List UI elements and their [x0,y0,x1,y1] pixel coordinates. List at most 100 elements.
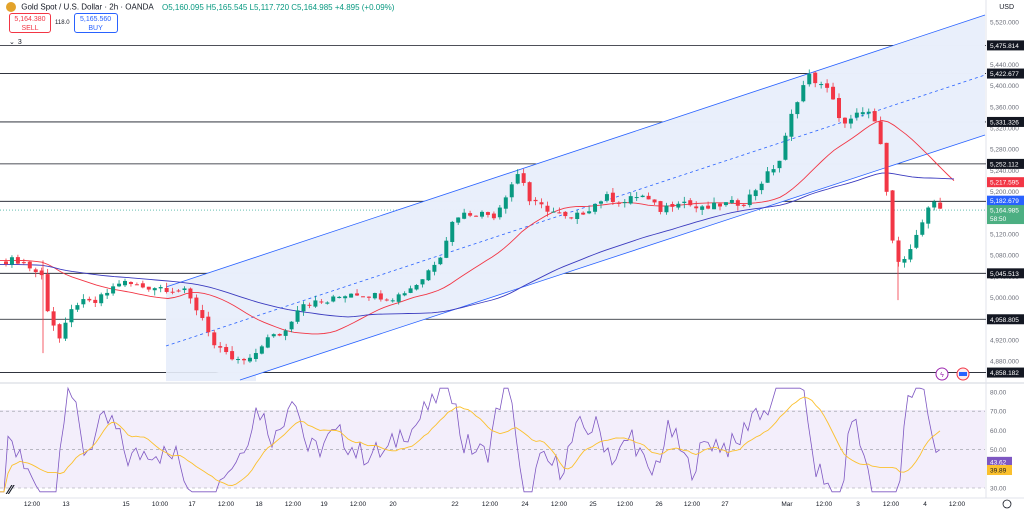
candle-body [87,298,92,301]
last-price-label-bg [987,205,1024,225]
time-tick: 10:00 [152,501,169,508]
candle-body [491,213,496,219]
candle-body [819,84,824,86]
candle-body [795,102,800,115]
candle-body [640,195,645,198]
candle-body [581,212,586,215]
rsi-ma-value-bg [987,465,1012,476]
channel-area [166,15,985,380]
symbol-title[interactable]: Gold Spot / U.S. Dollar · 2h · OANDA [21,2,154,12]
candle-body [682,201,687,203]
time-tick: 12:00 [617,501,634,508]
indicator-count: 3 [17,39,22,46]
rsi-ma-line [0,396,941,493]
candle-body [765,171,770,183]
candle-body [27,261,32,269]
time-tick: 12:00 [684,501,701,508]
time-tick: 12:00 [482,501,499,508]
time-tick: 12:00 [218,501,235,508]
price-tick: 5,200.000 [990,189,1019,196]
time-tick: 12:00 [350,501,367,508]
time-tick: 12:00 [285,501,302,508]
candle-body [230,351,235,360]
candle-body [872,111,877,122]
candle-body [253,353,258,360]
candle-body [700,206,705,210]
candle-body [878,121,883,145]
rsi-tick: 80.00 [990,390,1007,397]
candle-body [75,305,80,310]
indicators-toggle[interactable]: ⌄ 3 [9,38,22,46]
candle-body [444,240,449,258]
candle-body [271,334,276,337]
countdown-label: 58:50 [990,216,1007,223]
time-tick: 3 [856,501,860,508]
lightning-event-icon[interactable] [935,367,949,381]
candle-body [176,290,181,292]
buy-price: 5,165.560 [80,16,112,23]
candle-body [63,322,68,339]
candle-body [848,118,853,124]
candle-body [842,117,847,124]
time-tick: 27 [721,501,729,508]
candle-body [914,234,919,248]
candle-body [361,296,365,298]
candle-body [569,217,574,219]
sell-price: 5,164.380 [14,16,46,23]
candle-body [366,296,371,298]
trade-panel: 5,164.380 SELL 118.0 5,165.560 BUY [9,13,118,33]
candle-body [866,111,871,114]
candle-body [259,346,264,354]
candle-body [753,190,758,197]
level-label: 4,858.182 [990,370,1019,377]
level-label: 4,958.805 [990,317,1019,324]
candle-body [587,211,592,214]
sell-button[interactable]: 5,164.380 SELL [9,13,51,33]
candle-body [128,282,133,285]
candle-body [670,204,675,207]
candle-body [557,212,562,214]
candle-body [741,204,746,206]
candle-body [539,202,544,205]
price-tick: 5,080.000 [990,253,1019,260]
candle-body [926,207,931,224]
candle-body [450,221,455,242]
candle-body [688,200,693,206]
candle-body [628,196,633,204]
candle-body [21,262,26,264]
buy-label: BUY [88,25,103,32]
candle-body [426,270,431,281]
time-tick: 20 [389,501,397,508]
settings-gear-icon[interactable] [1002,499,1012,509]
ma-red-label: 5,217.595 [990,180,1019,187]
time-tick: 12:00 [816,501,833,508]
candle-body [896,240,901,262]
tradingview-logo-icon[interactable]: ⁄⁄ [5,482,15,497]
time-tick: 24 [521,501,529,508]
candle-body [593,203,598,212]
candle-body [729,199,734,203]
candle-body [414,285,419,290]
candle-body [152,288,157,291]
symbol-legend: Gold Spot / U.S. Dollar · 2h · OANDA O5,… [6,2,394,12]
candle-body [15,257,20,264]
buy-button[interactable]: 5,165.560 BUY [73,13,118,33]
candle-body [111,286,116,294]
candle-body [218,346,223,348]
candle-body [468,213,473,216]
moving-average-red-line [0,120,955,335]
candle-body [9,257,14,265]
candle-body [706,205,711,209]
candle-body [355,293,360,296]
price-tick: 5,000.000 [990,295,1019,302]
lightning-glyph: ϟ [940,372,944,379]
rsi-line [0,386,941,493]
candle-body [604,194,609,201]
candle-body [158,287,163,289]
candle-body [462,212,467,219]
price-tick: 5,240.000 [990,168,1019,175]
candle-body [616,202,621,204]
candle-body [224,347,229,353]
time-tick: 22 [451,501,459,508]
